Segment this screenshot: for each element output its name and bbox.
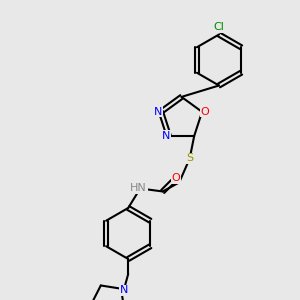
Text: N: N	[119, 286, 128, 296]
Text: HN: HN	[131, 184, 146, 194]
Text: N: N	[119, 286, 128, 296]
Text: O: O	[201, 107, 209, 117]
Text: N: N	[162, 131, 170, 141]
Text: O: O	[172, 173, 181, 183]
Text: N: N	[154, 107, 162, 117]
Text: Cl: Cl	[214, 22, 224, 32]
Text: S: S	[186, 154, 193, 164]
Text: HN: HN	[130, 184, 147, 194]
